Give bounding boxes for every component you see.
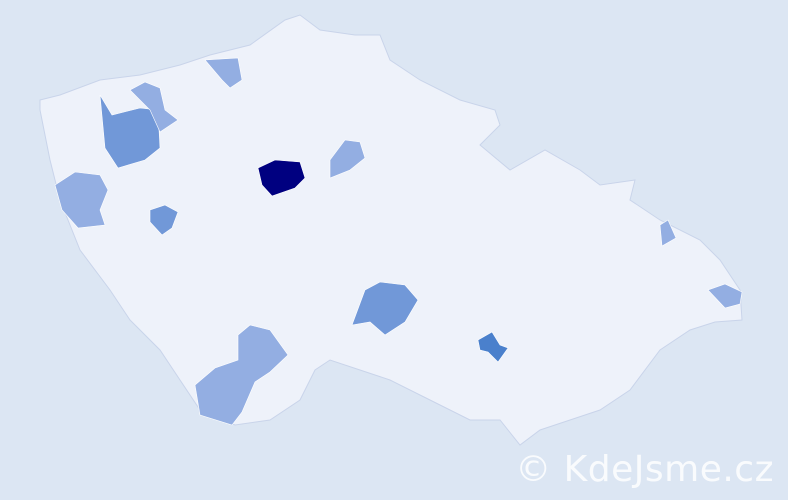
map-region-highest [257, 159, 306, 197]
map-region-low [54, 171, 109, 229]
country-outline [39, 14, 743, 446]
map-region-low [204, 57, 243, 89]
watermark: © KdeJsme.cz [515, 449, 774, 490]
map-region-low [194, 324, 289, 426]
map-region-low [329, 139, 366, 179]
map-region-low [659, 219, 677, 247]
map-region-high [477, 331, 509, 363]
map-region-low [707, 283, 743, 309]
map-region-medium [149, 204, 179, 236]
map-region-medium [99, 94, 161, 169]
map-region-medium [351, 281, 419, 336]
map-region-low [129, 81, 179, 133]
